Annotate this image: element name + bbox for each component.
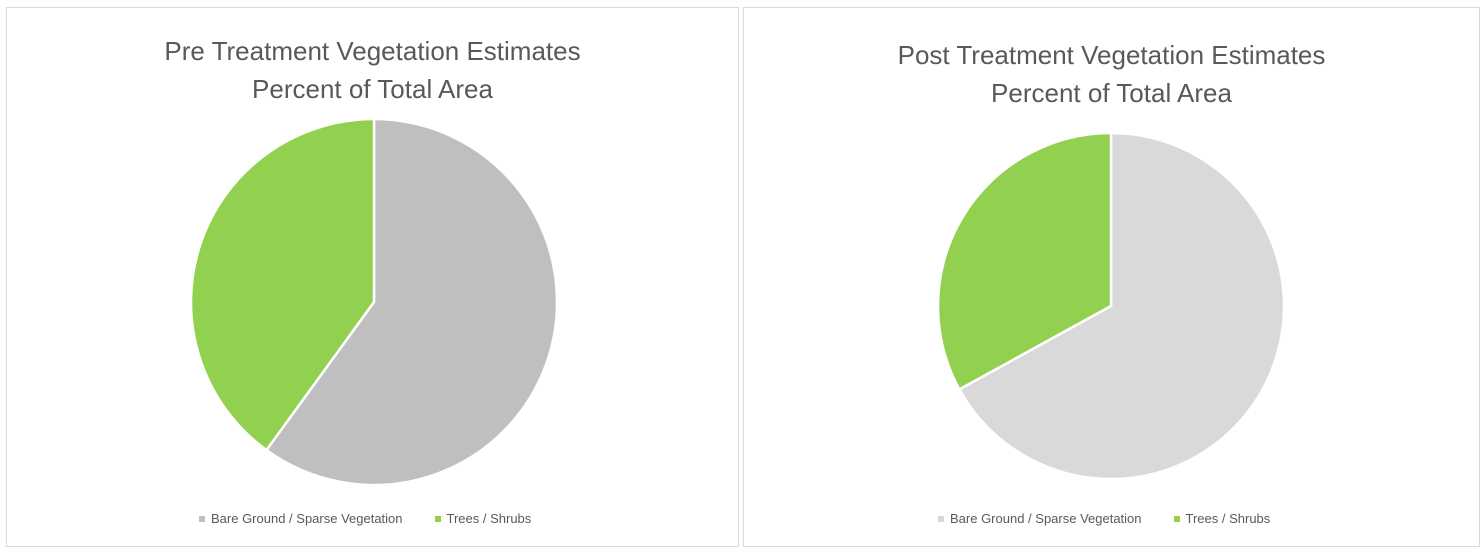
legend-label: Trees / Shrubs xyxy=(446,511,532,526)
chart-title-line-2: Percent of Total Area xyxy=(252,74,493,104)
chart-title-line-2: Percent of Total Area xyxy=(991,78,1232,108)
legend-item-trees-shrubs: Trees / Shrubs xyxy=(1173,511,1271,526)
legend-label: Bare Ground / Sparse Vegetation xyxy=(950,511,1142,526)
chart-legend: Bare Ground / Sparse Vegetation Trees / … xyxy=(938,511,1270,526)
legend-item-bare-ground: Bare Ground / Sparse Vegetation xyxy=(199,511,403,526)
chart-title: Post Treatment Vegetation Estimates Perc… xyxy=(744,36,1479,112)
legend-swatch xyxy=(1173,515,1180,522)
legend-item-trees-shrubs: Trees / Shrubs xyxy=(434,511,532,526)
pre-treatment-chart: Pre Treatment Vegetation Estimates Perce… xyxy=(6,7,739,547)
chart-title-line-1: Post Treatment Vegetation Estimates xyxy=(897,40,1326,70)
post-treatment-chart: Post Treatment Vegetation Estimates Perc… xyxy=(743,7,1480,547)
legend-swatch xyxy=(434,515,441,522)
pie-plot xyxy=(936,131,1286,481)
legend-item-bare-ground: Bare Ground / Sparse Vegetation xyxy=(938,511,1142,526)
chart-title-line-1: Pre Treatment Vegetation Estimates xyxy=(164,36,581,66)
pie-plot xyxy=(189,117,559,487)
pie-slice-trees-shrubs xyxy=(189,117,376,452)
legend-swatch xyxy=(199,515,205,522)
chart-legend: Bare Ground / Sparse Vegetation Trees / … xyxy=(199,511,531,526)
legend-label: Trees / Shrubs xyxy=(1185,511,1271,526)
pie-slice-bare-ground-sparse-vegetation xyxy=(265,117,559,487)
pie-slice-trees-shrubs xyxy=(936,131,1113,391)
chart-title: Pre Treatment Vegetation Estimates Perce… xyxy=(7,32,738,108)
legend-swatch xyxy=(938,515,944,522)
legend-label: Bare Ground / Sparse Vegetation xyxy=(211,511,403,526)
pie-slice-bare-ground-sparse-vegetation xyxy=(958,131,1286,481)
